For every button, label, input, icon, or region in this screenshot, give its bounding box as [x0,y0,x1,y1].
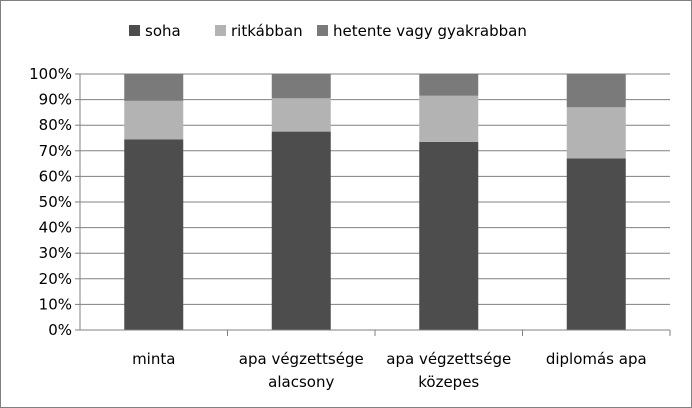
y-tick-label: 0% [48,321,72,339]
legend: soha ritkábban hetente vagy gyakrabban [129,22,527,40]
bar-segment-hetente-vagy-gyakrabban [124,74,184,101]
bar-segment-ritkábban [419,95,479,142]
axes [75,73,671,336]
bar-segment-soha [566,158,626,330]
y-tick-label: 90% [39,91,72,109]
bar-segment-soha [124,139,184,330]
x-category-label: apa végzettsége [386,350,511,368]
y-tick-label: 40% [39,219,72,237]
y-tick-label: 20% [39,270,72,288]
y-tick-label: 60% [39,167,72,185]
y-tick-label: 50% [39,193,72,211]
bar-segment-ritkábban [271,98,331,132]
x-category-label: alacsony [268,373,334,391]
y-tick-label: 30% [39,244,72,262]
bars [124,74,626,330]
bar-segment-hetente-vagy-gyakrabban [566,74,626,108]
x-category-label: apa végzettsége [239,350,364,368]
y-tick-label: 100% [29,65,72,83]
legend-swatch [215,25,226,36]
legend-label: ritkábban [231,22,303,40]
bar-segment-soha [271,131,331,330]
legend-swatch [129,25,140,36]
y-axis-tick-labels: 0% 10% 20% 30% 40% 50% 60% 70% 80% 90% 100% [29,65,72,339]
bar-segment-hetente-vagy-gyakrabban [271,74,331,99]
legend-label: hetente vagy gyakrabban [333,22,527,40]
x-category-label: diplomás apa [546,350,647,368]
bar-segment-hetente-vagy-gyakrabban [419,74,479,96]
y-tick-label: 10% [39,295,72,313]
bar-segment-soha [419,141,479,330]
y-tick-label: 70% [39,142,72,160]
y-tick-label: 80% [39,116,72,134]
bar-segment-ritkábban [566,107,626,159]
bar-segment-ritkábban [124,100,184,140]
x-category-label: közepes [418,373,479,391]
x-category-label: minta [132,350,175,368]
legend-swatch [317,25,328,36]
legend-label: soha [145,22,181,40]
x-axis-category-labels: minta apa végzettsége alacsony apa végzetts… [132,350,647,391]
